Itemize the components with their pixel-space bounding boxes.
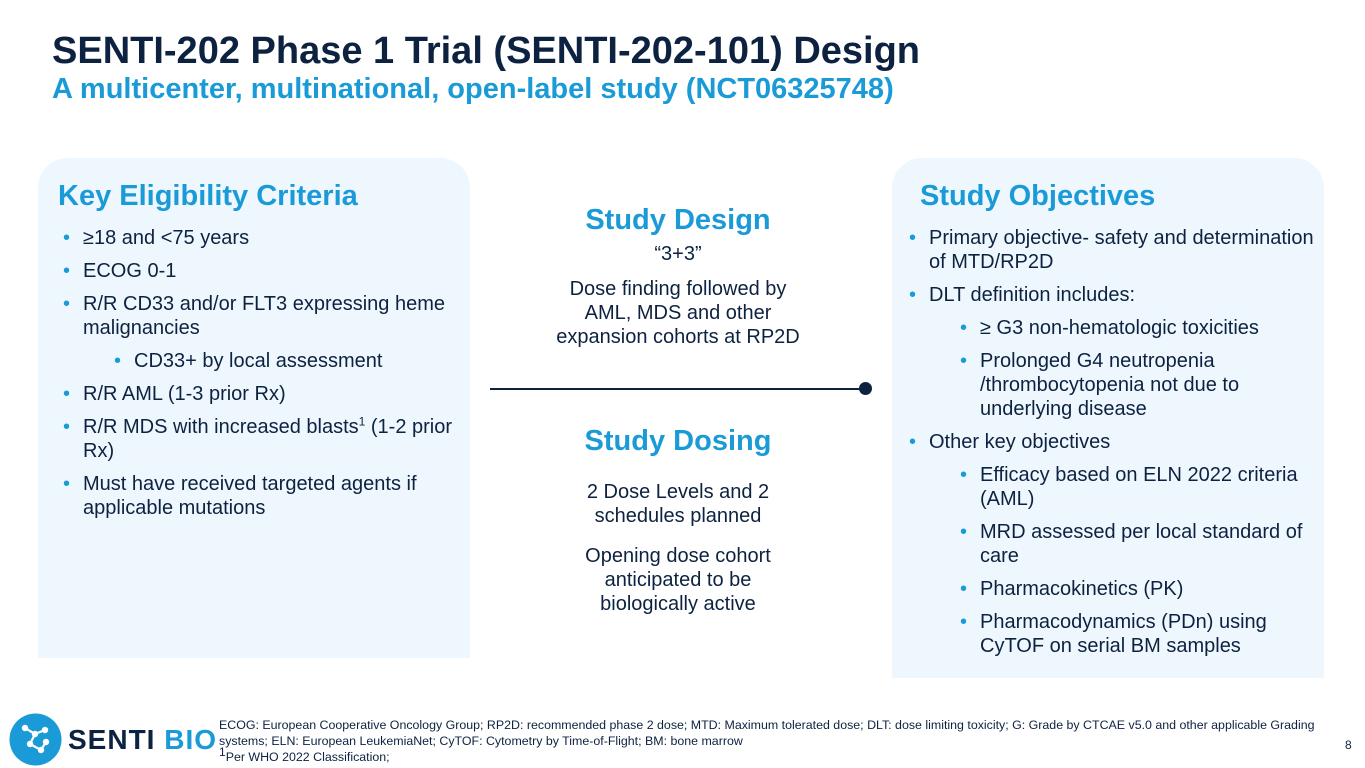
slide-subtitle: A multicenter, multinational, open-label… bbox=[52, 73, 894, 105]
design-description: Dose finding followed by AML, MDS and ot… bbox=[556, 278, 800, 348]
dosing-note: Opening dose cohort anticipated to be bi… bbox=[585, 545, 771, 615]
list-item: Other key objectives bbox=[909, 430, 1314, 454]
footnote-reference-text: Per WHO 2022 Classification; bbox=[225, 750, 390, 764]
dosing-heading: Study Dosing bbox=[584, 425, 772, 457]
list-item: ≥18 and <75 years bbox=[63, 226, 458, 250]
objectives-panel: Study Objectives Primary objective- safe… bbox=[892, 158, 1324, 678]
divider-line bbox=[490, 388, 862, 390]
item-text: R/R MDS with increased blasts bbox=[83, 416, 359, 438]
list-item: R/R AML (1-3 prior Rx) bbox=[63, 382, 458, 406]
list-item: Efficacy based on ELN 2022 criteria (AML… bbox=[960, 463, 1314, 511]
design-heading: Study Design bbox=[585, 204, 771, 236]
list-item: Primary objective- safety and determinat… bbox=[909, 226, 1314, 274]
list-item: Pharmacokinetics (PK) bbox=[960, 577, 1314, 601]
logo-word-bio: BIO bbox=[164, 724, 218, 755]
footnote-marker: 1 bbox=[219, 744, 226, 759]
list-item: Prolonged G4 neutropenia /thrombocytopen… bbox=[960, 349, 1314, 421]
list-item: DLT definition includes: bbox=[909, 283, 1314, 307]
company-logo-wordmark: SENTI BIO bbox=[68, 724, 217, 756]
list-item: ≥ G3 non-hematologic toxicities bbox=[960, 316, 1314, 340]
logo-word-senti: SENTI bbox=[68, 724, 156, 755]
list-item: ECOG 0-1 bbox=[63, 259, 458, 283]
objectives-list: Primary objective- safety and determinat… bbox=[909, 226, 1314, 667]
list-item: R/R MDS with increased blasts1 (1-2 prio… bbox=[63, 415, 458, 463]
footnote-abbreviations: ECOG: European Cooperative Oncology Grou… bbox=[219, 718, 1315, 748]
footnote-reference: 1Per WHO 2022 Classification; bbox=[219, 746, 1319, 765]
list-item: Pharmacodynamics (PDn) using CyTOF on se… bbox=[960, 610, 1314, 658]
divider-dot bbox=[859, 382, 872, 395]
eligibility-panel: Key Eligibility Criteria ≥18 and <75 yea… bbox=[38, 158, 470, 658]
eligibility-heading: Key Eligibility Criteria bbox=[58, 180, 358, 212]
dosing-levels: 2 Dose Levels and 2 schedules planned bbox=[586, 481, 770, 527]
list-item: MRD assessed per local standard of care bbox=[960, 520, 1314, 568]
senti-bio-logo-icon bbox=[9, 713, 62, 766]
item-text: (1-2 prior Rx) bbox=[83, 416, 453, 462]
eligibility-list: ≥18 and <75 years ECOG 0-1 R/R CD33 and/… bbox=[63, 226, 458, 529]
footnote-marker: 1 bbox=[358, 414, 366, 429]
slide-title: SENTI-202 Phase 1 Trial (SENTI-202-101) … bbox=[52, 30, 921, 72]
list-item: R/R CD33 and/or FLT3 expressing heme mal… bbox=[63, 292, 458, 340]
list-item: CD33+ by local assessment bbox=[114, 349, 458, 373]
list-item: Must have received targeted agents if ap… bbox=[63, 472, 458, 520]
page-number: 8 bbox=[1345, 738, 1352, 752]
footnote: ECOG: European Cooperative Oncology Grou… bbox=[219, 717, 1319, 765]
objectives-heading: Study Objectives bbox=[920, 180, 1156, 212]
design-scheme: “3+3” bbox=[654, 243, 702, 265]
